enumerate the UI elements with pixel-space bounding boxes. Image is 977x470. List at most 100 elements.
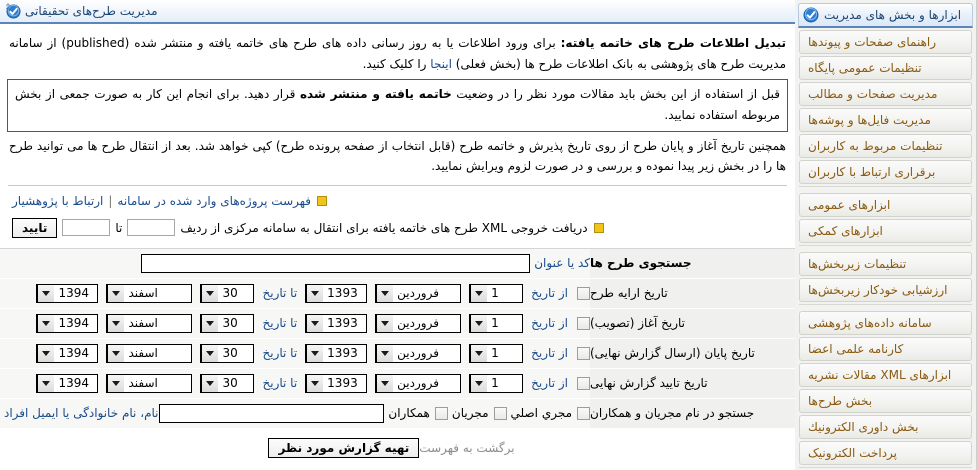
to-month-select[interactable]: اسفند xyxy=(106,313,193,333)
content-divider xyxy=(8,184,787,186)
row-label-start-date: تاریخ آغاز (تصویب) xyxy=(590,308,795,339)
warning-box: قبل از استفاده از این بخش باید مقالات مو… xyxy=(7,79,788,132)
xml-submit-button[interactable]: تایید xyxy=(12,217,58,238)
row-field-people-search: مجري اصلي مجریان همکاران نام، نام خانواد… xyxy=(0,398,590,429)
sidebar-item-files-folders[interactable]: مدیریت فایل‌ها و پوشه‌ها xyxy=(799,108,972,132)
to-month-select[interactable]: اسفند xyxy=(106,343,193,363)
sidebar-item-general-settings[interactable]: تنظیمات عمومی پایگاه xyxy=(799,56,972,80)
from-year-select[interactable]: 1393 xyxy=(305,313,368,333)
sidebar-item-xml-tools[interactable]: ابزارهای XML مقالات نشریه xyxy=(799,363,972,387)
to-year-select[interactable]: 1394 xyxy=(36,373,99,393)
back-to-list-link[interactable]: برگشت به فهرست xyxy=(419,440,515,455)
from-day-select[interactable]: 1 xyxy=(469,373,524,393)
sidebar-item-user-communication[interactable]: برقراری ارتباط با کاربران xyxy=(799,160,972,184)
to-day-select[interactable]: 30 xyxy=(200,313,255,333)
main-executor-label: مجري اصلي xyxy=(510,406,573,421)
person-name-input[interactable] xyxy=(158,403,385,423)
to-year-select[interactable]: 1394 xyxy=(36,343,99,363)
sidebar-item-label: تنظیمات عمومی پایگاه xyxy=(808,61,922,75)
from-day-select[interactable]: 1 xyxy=(469,313,524,333)
warning-part2: قرار دهید. برای انجام این کار به صورت جم… xyxy=(15,87,780,122)
admin-sidebar: ابزارها و بخش های مدیریت راهنمای صفحات و… xyxy=(795,0,977,470)
to-month-select[interactable]: اسفند xyxy=(106,283,193,303)
sidebar-item-subsection-settings[interactable]: تنظیمات زیربخش‌ها xyxy=(799,252,972,276)
to-date-label: تا تاریخ xyxy=(262,316,298,331)
from-year-select[interactable]: 1393 xyxy=(305,283,368,303)
search-form-table: جستجوی طرح ها کد یا عنوان تاریخ ارایه طر… xyxy=(0,248,795,429)
executors-checkbox[interactable] xyxy=(493,406,507,420)
to-day-select[interactable]: 30 xyxy=(200,373,255,393)
row-checkbox[interactable] xyxy=(577,286,590,300)
from-day-select[interactable]: 1 xyxy=(469,343,524,363)
to-day-select[interactable]: 30 xyxy=(200,283,255,303)
row-label-people-search: جستجو در نام مجریان و همکاران xyxy=(590,398,795,429)
to-year-value: 1394 xyxy=(58,376,90,391)
main-executor-checkbox[interactable] xyxy=(577,406,590,420)
xml-row-from-input[interactable] xyxy=(127,219,176,237)
sidebar-item-e-review[interactable]: بخش داوری الکترونیك xyxy=(799,415,972,439)
chevron-down-icon xyxy=(107,344,125,362)
table-row: تاریخ آغاز (تصویب) از تاریخ 1 فروردین 13… xyxy=(0,308,795,339)
to-day-select[interactable]: 30 xyxy=(200,343,255,363)
code-label: کد یا عنوان xyxy=(534,256,590,271)
to-year-select[interactable]: 1394 xyxy=(36,313,99,333)
from-year-value: 1393 xyxy=(327,286,358,301)
from-year-value: 1393 xyxy=(327,316,358,331)
chevron-down-icon xyxy=(37,284,55,302)
xml-row-to-input[interactable] xyxy=(62,219,111,237)
sidebar-item-research-data-system[interactable]: سامانه داده‌های پژوهشی xyxy=(799,311,972,335)
projects-list-link[interactable]: فهرست پروژه‌های وارد شده در سامانه xyxy=(117,193,312,208)
xml-range-separator: تا xyxy=(115,220,123,235)
to-month-select[interactable]: اسفند xyxy=(106,373,193,393)
row-checkbox[interactable] xyxy=(577,346,590,360)
row-checkbox[interactable] xyxy=(577,376,590,390)
sidebar-item-general-tools[interactable]: ابزارهای عمومی xyxy=(799,193,972,217)
from-month-select[interactable]: فروردین xyxy=(375,283,462,303)
xml-export-label: دریافت خروجی XML طرح های خاتمه یافته برا… xyxy=(180,220,588,235)
chevron-down-icon xyxy=(201,314,219,332)
chevron-down-icon xyxy=(376,284,394,302)
chevron-down-icon xyxy=(306,344,324,362)
person-name-hint: نام، نام خانوادگی یا ایمیل افراد xyxy=(4,406,159,421)
sidebar-item-pages-content[interactable]: مدیریت صفحات و مطالب xyxy=(799,82,972,106)
here-link[interactable]: اینجا xyxy=(430,56,452,71)
intro-body-before: برای ورود اطلاعات یا به روز رسانی داده ه… xyxy=(9,36,786,71)
chevron-down-icon xyxy=(107,374,125,392)
to-month-value: اسفند xyxy=(128,346,158,361)
sidebar-item-label: راهنمای صفحات و پیوندها xyxy=(808,35,937,49)
chevron-down-icon xyxy=(201,374,219,392)
window-header: ⇕ مدیریت طرح‌های تحقیقاتی xyxy=(0,0,795,24)
bullet-icon xyxy=(593,222,604,233)
sidebar-item-label: ابزارهای کمکی xyxy=(808,224,883,238)
sidebar-item-user-settings[interactable]: تنظیمات مربوط به کاربران xyxy=(799,134,972,158)
row-checkbox[interactable] xyxy=(577,316,590,330)
pajouheshyar-link[interactable]: ارتباط با پژوهشیار xyxy=(12,193,104,208)
bullet-icon xyxy=(317,195,328,206)
from-day-select[interactable]: 1 xyxy=(469,283,524,303)
sidebar-item-subsection-autoeval[interactable]: ارزشیابی خودکار زیربخش‌ها xyxy=(799,278,972,302)
to-year-select[interactable]: 1394 xyxy=(36,283,99,303)
generate-report-button[interactable]: تهیه گزارش مورد نظر xyxy=(268,437,420,458)
from-month-select[interactable]: فروردین xyxy=(375,343,462,363)
sidebar-item-faculty-cv[interactable]: کارنامه علمی اعضا xyxy=(799,337,972,361)
to-year-value: 1394 xyxy=(58,316,90,331)
link-separator: | xyxy=(108,193,113,208)
from-year-select[interactable]: 1393 xyxy=(305,343,368,363)
blue-check-icon xyxy=(6,3,21,19)
colleagues-checkbox[interactable] xyxy=(434,406,448,420)
code-or-title-input[interactable] xyxy=(141,253,531,273)
code-field-cell: کد یا عنوان xyxy=(0,248,590,279)
sidebar-item-label: سامانه داده‌های پژوهشی xyxy=(808,316,932,330)
sidebar-item-e-payment[interactable]: پرداخت الکترونیک xyxy=(799,441,972,465)
from-date-label: از تاریخ xyxy=(531,286,568,301)
from-year-value: 1393 xyxy=(327,376,358,391)
from-month-select[interactable]: فروردین xyxy=(375,313,462,333)
sidebar-item-helper-tools[interactable]: ابزارهای کمکی xyxy=(799,219,972,243)
from-month-select[interactable]: فروردین xyxy=(375,373,462,393)
row-field-final-approval-date: از تاریخ 1 فروردین 1393 تا تاریخ 30 اسفن… xyxy=(0,368,590,399)
sidebar-item-projects-section[interactable]: بخش طرح‌ها xyxy=(799,389,972,413)
from-year-select[interactable]: 1393 xyxy=(305,373,368,393)
sidebar-item-pages-guide[interactable]: راهنمای صفحات و پیوندها xyxy=(799,30,972,54)
row-field-presentation-date: از تاریخ 1 فروردین 1393 تا تاریخ 30 اسفن… xyxy=(0,278,590,309)
links-row: فهرست پروژه‌های وارد شده در سامانه | ارت… xyxy=(12,186,795,208)
